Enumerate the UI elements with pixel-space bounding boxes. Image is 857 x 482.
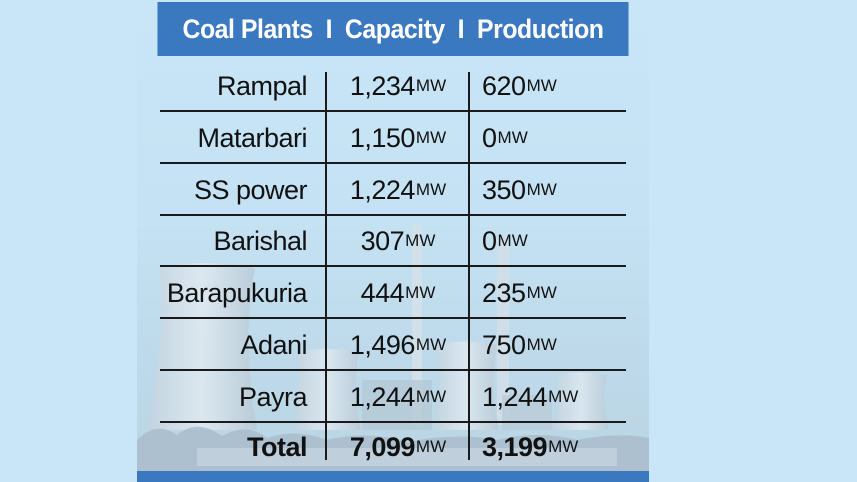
total-production-value: 3,199 MW [482, 431, 579, 462]
production-value: 0 MW [482, 225, 528, 256]
row-divider [160, 317, 626, 319]
capacity-value: 1,150 MW [349, 122, 447, 153]
plant-name: Payra [238, 381, 308, 412]
plant-name: Adani [240, 329, 307, 360]
header-separator: I [457, 13, 465, 44]
total-capacity-value: 7,099 MW [349, 431, 447, 462]
table-row-payra: Payra 1,244 MW 1,244 MW [137, 371, 649, 423]
capacity-value: 444 MW [360, 277, 436, 308]
table-row-rampal: Rampal 1,234 MW 620 MW [137, 60, 649, 112]
capacity-value: 1,244 MW [349, 381, 447, 412]
header-coal-plants: Coal Plants [182, 13, 313, 44]
production-value: 0 MW [482, 122, 528, 153]
plant-name: Barapukuria [166, 277, 308, 308]
table-row-adani: Adani 1,496 MW 750 MW [137, 319, 649, 371]
row-divider [160, 214, 626, 216]
row-divider [160, 421, 626, 423]
production-value: 235 MW [482, 277, 557, 308]
row-divider [160, 369, 626, 371]
row-divider [160, 162, 626, 164]
table-row-total: Total 7,099 MW 3,199 MW [137, 421, 649, 473]
row-divider [160, 110, 626, 112]
table-row-barishal: Barishal 307 MW 0 MW [137, 215, 649, 267]
plant-name: Matarbari [197, 122, 307, 153]
production-value: 620 MW [482, 70, 557, 101]
table-row-barapukuria: Barapukuria 444 MW 235 MW [137, 267, 649, 319]
plant-name: Barishal [213, 225, 307, 256]
production-value: 1,244 MW [482, 381, 579, 412]
capacity-value: 1,224 MW [349, 174, 447, 205]
capacity-value: 1,496 MW [349, 329, 447, 360]
header-separator: I [325, 13, 333, 44]
header-capacity: Capacity [344, 13, 445, 44]
capacity-value: 1,234 MW [349, 70, 447, 101]
plant-name: Rampal [216, 70, 308, 101]
capacity-value: 307 MW [360, 225, 436, 256]
row-divider [160, 265, 626, 267]
table-row-ss-power: SS power 1,224 MW 350 MW [137, 164, 649, 216]
table-row-matarbari: Matarbari 1,150 MW 0 MW [137, 112, 649, 164]
production-value: 350 MW [482, 174, 557, 205]
production-value: 750 MW [482, 329, 557, 360]
infographic-panel: Coal Plants I Capacity I Production Ramp… [137, 0, 649, 482]
plant-name: SS power [193, 174, 308, 205]
header-production: Production [477, 13, 604, 44]
bottom-accent-stripe [137, 471, 649, 482]
table-header: Coal Plants I Capacity I Production [157, 2, 629, 56]
total-label: Total [247, 431, 308, 462]
